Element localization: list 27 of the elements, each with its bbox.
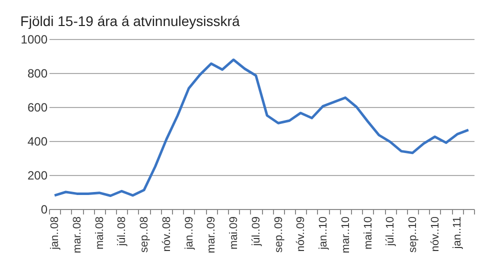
y-tick-label: 1000 <box>20 32 48 46</box>
x-tick-label: nóv..10 <box>429 216 442 252</box>
y-tick-label: 0 <box>40 202 48 216</box>
x-tick-label: júl..08 <box>116 216 128 247</box>
x-tick-label: mai.10 <box>362 216 374 250</box>
x-tick-label: sep..09 <box>272 216 285 253</box>
y-tick-label: 600 <box>27 100 48 114</box>
x-tick-label: mar..09 <box>206 216 218 254</box>
x-tick-label: mar..10 <box>340 216 352 254</box>
x-tick-label: júl..09 <box>250 216 262 247</box>
x-tick-label: sep..10 <box>406 216 419 253</box>
line-series <box>53 58 470 197</box>
x-tick-label: sep..08 <box>138 216 151 253</box>
x-tick-label: jan..09 <box>183 216 196 251</box>
y-tick-label: 200 <box>27 168 48 182</box>
x-tick-label: jan..11 <box>452 216 464 250</box>
x-tick-label: nóv..08 <box>160 216 173 252</box>
y-tick-label: 400 <box>27 134 48 148</box>
x-tick-label: mai.09 <box>228 216 240 250</box>
x-tick-label: jan..08 <box>49 216 62 251</box>
x-tick-label: mai.08 <box>94 216 106 250</box>
chart-title: Fjöldi 15-19 ára á atvinnuleysisskrá <box>20 13 240 29</box>
x-tick-label: jan..10 <box>318 216 330 251</box>
x-tick-label: nóv..09 <box>295 216 308 252</box>
y-tick-label: 800 <box>27 66 48 80</box>
x-tick-label: júl..10 <box>384 216 397 247</box>
x-tick-label: mar..08 <box>71 216 84 254</box>
